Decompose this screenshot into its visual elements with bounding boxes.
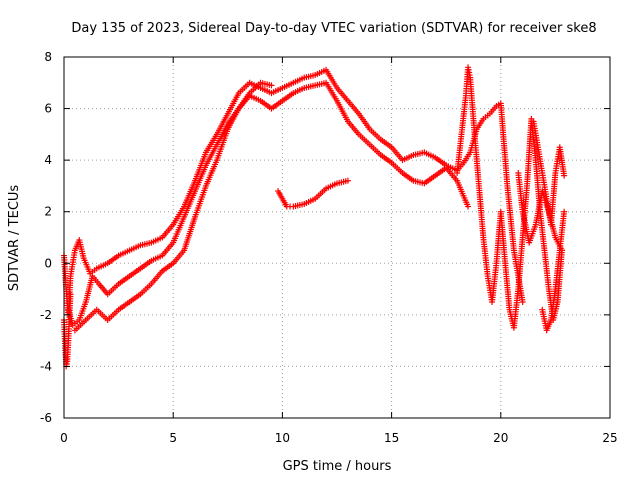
series-track-e [275,177,351,210]
y-tick-label: -6 [40,411,52,425]
y-tick-label: 4 [44,153,52,167]
y-tick-label: -2 [40,308,52,322]
data-point [344,177,351,184]
x-tick-label: 25 [602,431,617,445]
y-tick-label: 0 [44,256,52,270]
axes: 0 5 10 15 20 25 -6 -4 -2 0 2 4 6 8 [40,50,618,445]
y-tick-label: 6 [44,102,52,116]
y-tick-label: 8 [44,50,52,64]
series-track-c [71,79,275,334]
x-axis-label: GPS time / hours [283,459,392,474]
x-tick-label: 10 [275,431,290,445]
series-track-b [65,79,472,329]
plot-frame [63,56,611,419]
y-axis-label: SDTVAR / TECUs [7,185,22,292]
y-tick-label: -4 [40,359,52,373]
data-point [268,82,275,89]
x-tick-label: 15 [384,431,399,445]
y-tick-label: 2 [44,205,52,219]
x-tick-label: 5 [169,431,177,445]
chart-title: Day 135 of 2023, Sidereal Day-to-day VTE… [71,21,596,36]
x-tick-label: 20 [493,431,508,445]
data-point [465,203,472,210]
series-track-i [539,208,568,334]
data-point [561,208,568,215]
series-track-d [61,291,74,370]
series-track-a [61,66,526,318]
data-point [519,298,526,305]
data-point [67,291,74,298]
data-marks [61,64,568,370]
data-point [561,172,568,179]
x-tick-label: 0 [60,431,68,445]
series-track-h [515,170,565,254]
